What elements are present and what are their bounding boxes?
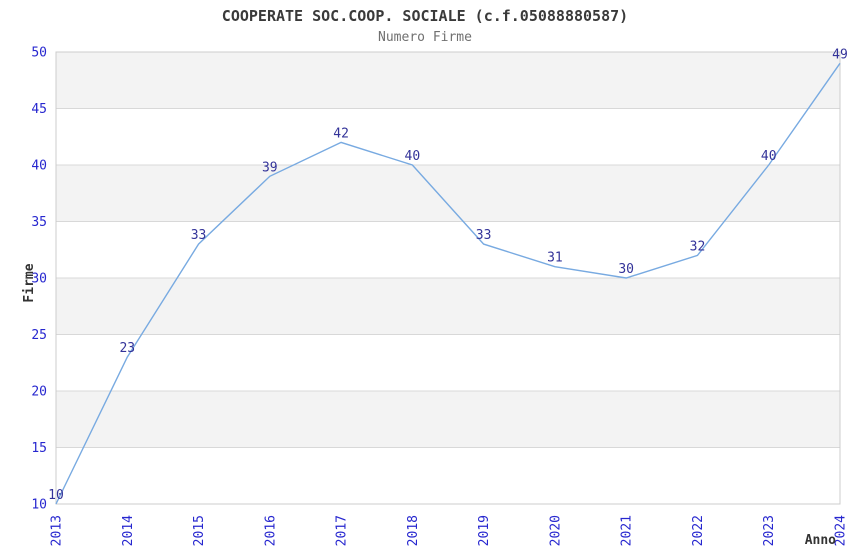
point-label: 39 bbox=[262, 160, 278, 175]
x-axis-tick-labels: 2013 2014 2015 2016 2017 2018 2019 2020 2021 2022… bbox=[50, 515, 849, 546]
point-label: 30 bbox=[618, 262, 634, 277]
y-tick-label: 30 bbox=[31, 272, 47, 287]
point-label: 42 bbox=[333, 126, 349, 141]
x-tick-label: 2022 bbox=[691, 515, 706, 546]
point-label: 33 bbox=[191, 228, 207, 243]
x-tick-label: 2015 bbox=[192, 515, 207, 546]
y-axis-title: Firme bbox=[22, 263, 37, 302]
point-label: 32 bbox=[690, 239, 706, 254]
y-tick-label: 20 bbox=[31, 385, 47, 400]
x-tick-label: 2024 bbox=[834, 515, 849, 546]
x-tick-label: 2020 bbox=[548, 515, 563, 546]
x-tick-label: 2018 bbox=[406, 515, 421, 546]
point-label: 33 bbox=[476, 228, 492, 243]
chart-title: COOPERATE SOC.COOP. SOCIALE (c.f.0508888… bbox=[222, 7, 628, 25]
point-label: 31 bbox=[547, 251, 563, 266]
point-label: 49 bbox=[832, 47, 848, 62]
point-labels: 10 23 33 39 42 40 33 31 30 32 40 49 bbox=[48, 47, 848, 503]
y-tick-label: 40 bbox=[31, 159, 47, 174]
x-tick-label: 2017 bbox=[335, 515, 350, 546]
plot-band bbox=[56, 278, 840, 335]
point-label: 10 bbox=[48, 488, 64, 503]
y-tick-label: 10 bbox=[31, 498, 47, 513]
plot-band bbox=[56, 52, 840, 109]
x-tick-label: 2014 bbox=[121, 515, 136, 546]
y-tick-label: 45 bbox=[31, 102, 47, 117]
point-label: 40 bbox=[405, 149, 421, 164]
chart-subtitle: Numero Firme bbox=[378, 30, 472, 45]
x-tick-label: 2021 bbox=[620, 515, 635, 546]
x-tick-label: 2016 bbox=[263, 515, 278, 546]
point-label: 23 bbox=[119, 341, 135, 356]
point-label: 40 bbox=[761, 149, 777, 164]
series-line bbox=[55, 62, 841, 505]
plot-band bbox=[56, 391, 840, 448]
gridlines bbox=[56, 108, 840, 448]
y-tick-label: 35 bbox=[31, 215, 47, 230]
x-tick-label: 2013 bbox=[50, 515, 65, 546]
x-tick-label: 2023 bbox=[762, 515, 777, 546]
y-axis-tick-labels: 10 15 20 25 30 35 40 45 50 bbox=[31, 46, 47, 513]
x-tick-label: 2019 bbox=[477, 515, 492, 546]
y-tick-label: 15 bbox=[31, 441, 47, 456]
plot-bands bbox=[56, 52, 840, 448]
x-axis-title: Anno bbox=[805, 533, 836, 548]
y-tick-label: 25 bbox=[31, 328, 47, 343]
plot-band bbox=[56, 165, 840, 222]
plot-border bbox=[55, 51, 841, 505]
y-tick-label: 50 bbox=[31, 46, 47, 61]
